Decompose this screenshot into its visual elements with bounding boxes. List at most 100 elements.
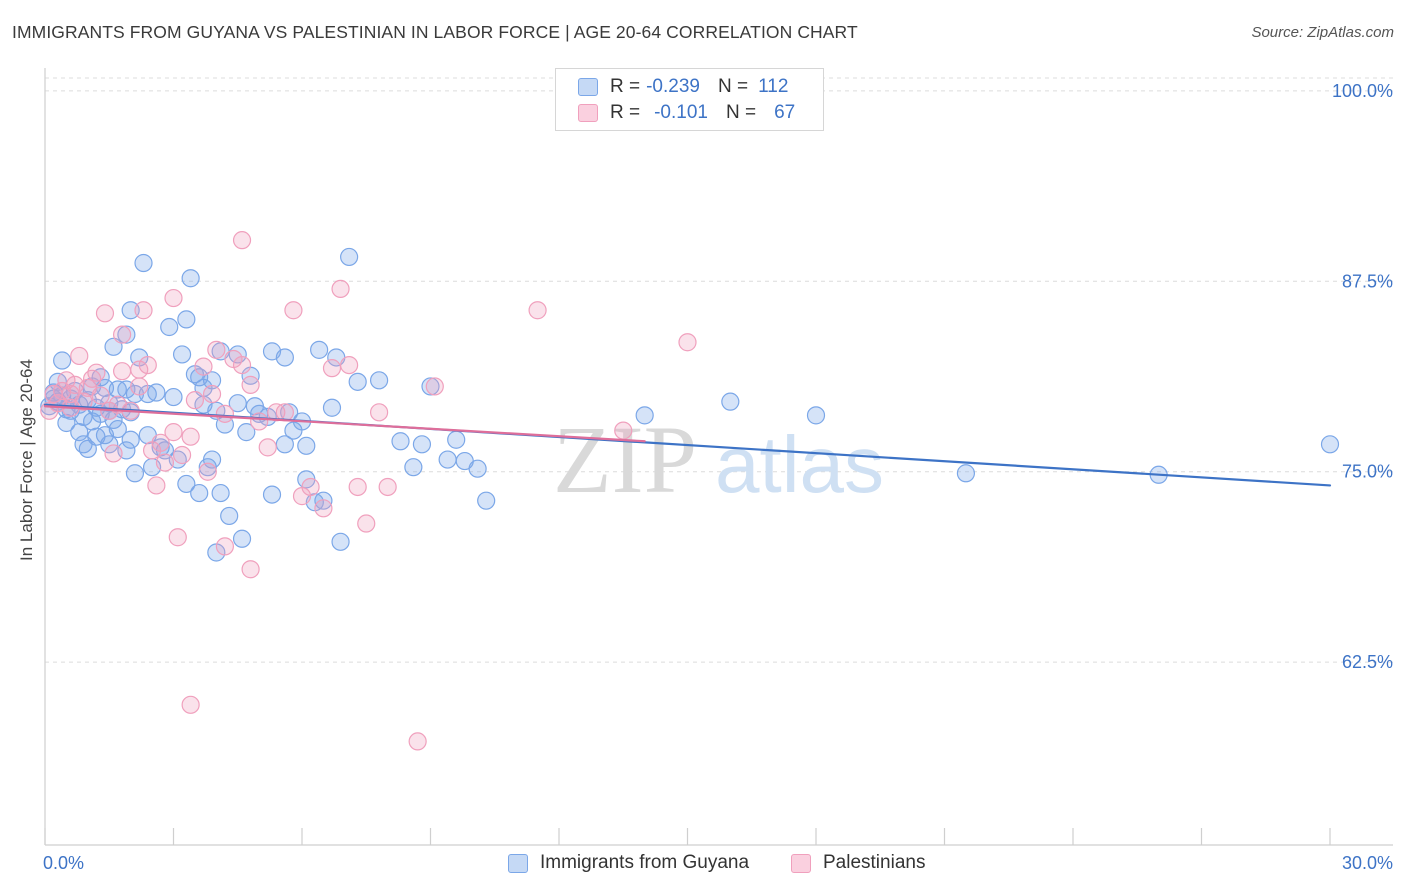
point-guyana [220, 506, 239, 526]
point-guyana [53, 351, 72, 370]
point-guyana [262, 485, 282, 504]
point-palestinian [164, 423, 183, 442]
point-guyana [635, 406, 654, 425]
axes [44, 68, 1393, 846]
point-palestinian [241, 375, 260, 394]
point-palestinian [215, 404, 234, 423]
point-palestinian [198, 462, 217, 481]
legend-swatch-palestinians [578, 104, 598, 122]
point-palestinian [57, 371, 76, 390]
point-guyana [181, 269, 200, 288]
point-palestinian [314, 499, 333, 518]
point-palestinian [232, 355, 252, 375]
point-palestinian [164, 288, 183, 308]
legend-r-value: -0.101 [654, 102, 708, 123]
point-palestinian [95, 304, 115, 323]
point-palestinian [370, 403, 389, 422]
x-tick-label: 30.0% [1342, 853, 1393, 873]
point-guyana [177, 474, 196, 494]
point-palestinian [348, 477, 367, 497]
point-guyana [164, 387, 183, 407]
point-palestinian [112, 362, 132, 381]
point-guyana [237, 423, 256, 442]
point-palestinian [112, 325, 132, 344]
point-palestinian [275, 403, 294, 422]
point-guyana [310, 340, 329, 359]
series-label-palestinians: Palestinians [823, 852, 926, 873]
source-credit: Source: ZipAtlas.com [1251, 24, 1394, 41]
point-palestinian [614, 421, 633, 440]
y-tick-label: 75.0% [1342, 462, 1393, 482]
point-guyana [468, 459, 487, 478]
y-tick-label: 87.5% [1342, 271, 1393, 291]
point-palestinian [258, 438, 277, 457]
point-palestinian [172, 445, 192, 465]
point-guyana [177, 310, 196, 329]
correlation-legend: R = -0.239 N = 112 R = -0.101 N = 67 [555, 68, 824, 131]
point-guyana [412, 435, 432, 454]
point-guyana [284, 421, 303, 440]
point-guyana [211, 483, 230, 503]
point-guyana [228, 394, 247, 413]
tick-labels: 62.5% 75.0% 87.5% 100.0% 0.0% 30.0% [43, 81, 1393, 873]
series-legend-guyana: Immigrants from Guyana [508, 852, 749, 874]
point-guyana [438, 450, 457, 469]
point-guyana [314, 491, 333, 510]
series-legend: Immigrants from Guyana Palestinians [0, 852, 1406, 878]
legend-n-value: 67 [774, 102, 796, 123]
legend-row-palestinians: R = -0.101 N = 67 [578, 102, 795, 124]
point-palestinian [185, 391, 205, 410]
series-swatch-guyana [508, 853, 528, 873]
point-palestinian [142, 441, 162, 460]
y-tick-label: 100.0% [1332, 81, 1393, 101]
point-palestinian [83, 369, 102, 388]
point-guyana [121, 430, 140, 449]
point-guyana [160, 317, 179, 337]
x-tick-label: 0.0% [43, 853, 84, 873]
legend-row-guyana: R = -0.239 N = 112 [578, 76, 788, 98]
point-guyana [404, 458, 423, 477]
point-palestinian [250, 412, 269, 431]
watermark-zip: ZIP [553, 406, 697, 513]
point-palestinian [378, 477, 397, 497]
legend-n-value: 112 [758, 76, 789, 97]
point-palestinian [215, 537, 234, 556]
point-palestinian [91, 386, 110, 405]
point-guyana [348, 372, 367, 391]
legend-r-value: -0.239 [646, 76, 700, 97]
point-guyana [421, 377, 440, 396]
point-palestinian [130, 360, 149, 379]
point-guyana [322, 398, 342, 417]
point-palestinian [134, 301, 153, 320]
series-legend-palestinians: Palestinians [791, 852, 925, 874]
point-palestinian [181, 695, 200, 714]
point-palestinian [322, 359, 342, 378]
point-guyana [190, 483, 209, 503]
point-guyana [447, 430, 466, 449]
point-guyana [806, 406, 826, 425]
point-palestinian [357, 514, 376, 533]
point-palestinian [284, 301, 303, 320]
point-guyana [100, 435, 119, 454]
point-palestinian [104, 444, 123, 463]
point-palestinian [528, 301, 547, 320]
point-palestinian [155, 453, 175, 472]
point-guyana [297, 436, 316, 455]
point-palestinian [138, 355, 157, 375]
point-guyana [275, 435, 294, 454]
point-guyana [258, 407, 277, 426]
point-palestinian [194, 357, 213, 376]
point-palestinian [147, 476, 166, 495]
point-palestinian [425, 377, 444, 396]
legend-r-label: R = [610, 102, 641, 123]
data-points [40, 231, 1340, 751]
point-guyana [134, 253, 153, 273]
point-guyana [74, 435, 93, 454]
point-guyana [125, 464, 145, 483]
watermark: ZIP atlas [553, 406, 884, 513]
series-swatch-palestinians [791, 853, 811, 873]
point-guyana [232, 529, 252, 548]
series-label-guyana: Immigrants from Guyana [540, 852, 750, 873]
trend-lines [43, 403, 1332, 487]
y-axis-label: In Labor Force | Age 20-64 [17, 359, 36, 561]
